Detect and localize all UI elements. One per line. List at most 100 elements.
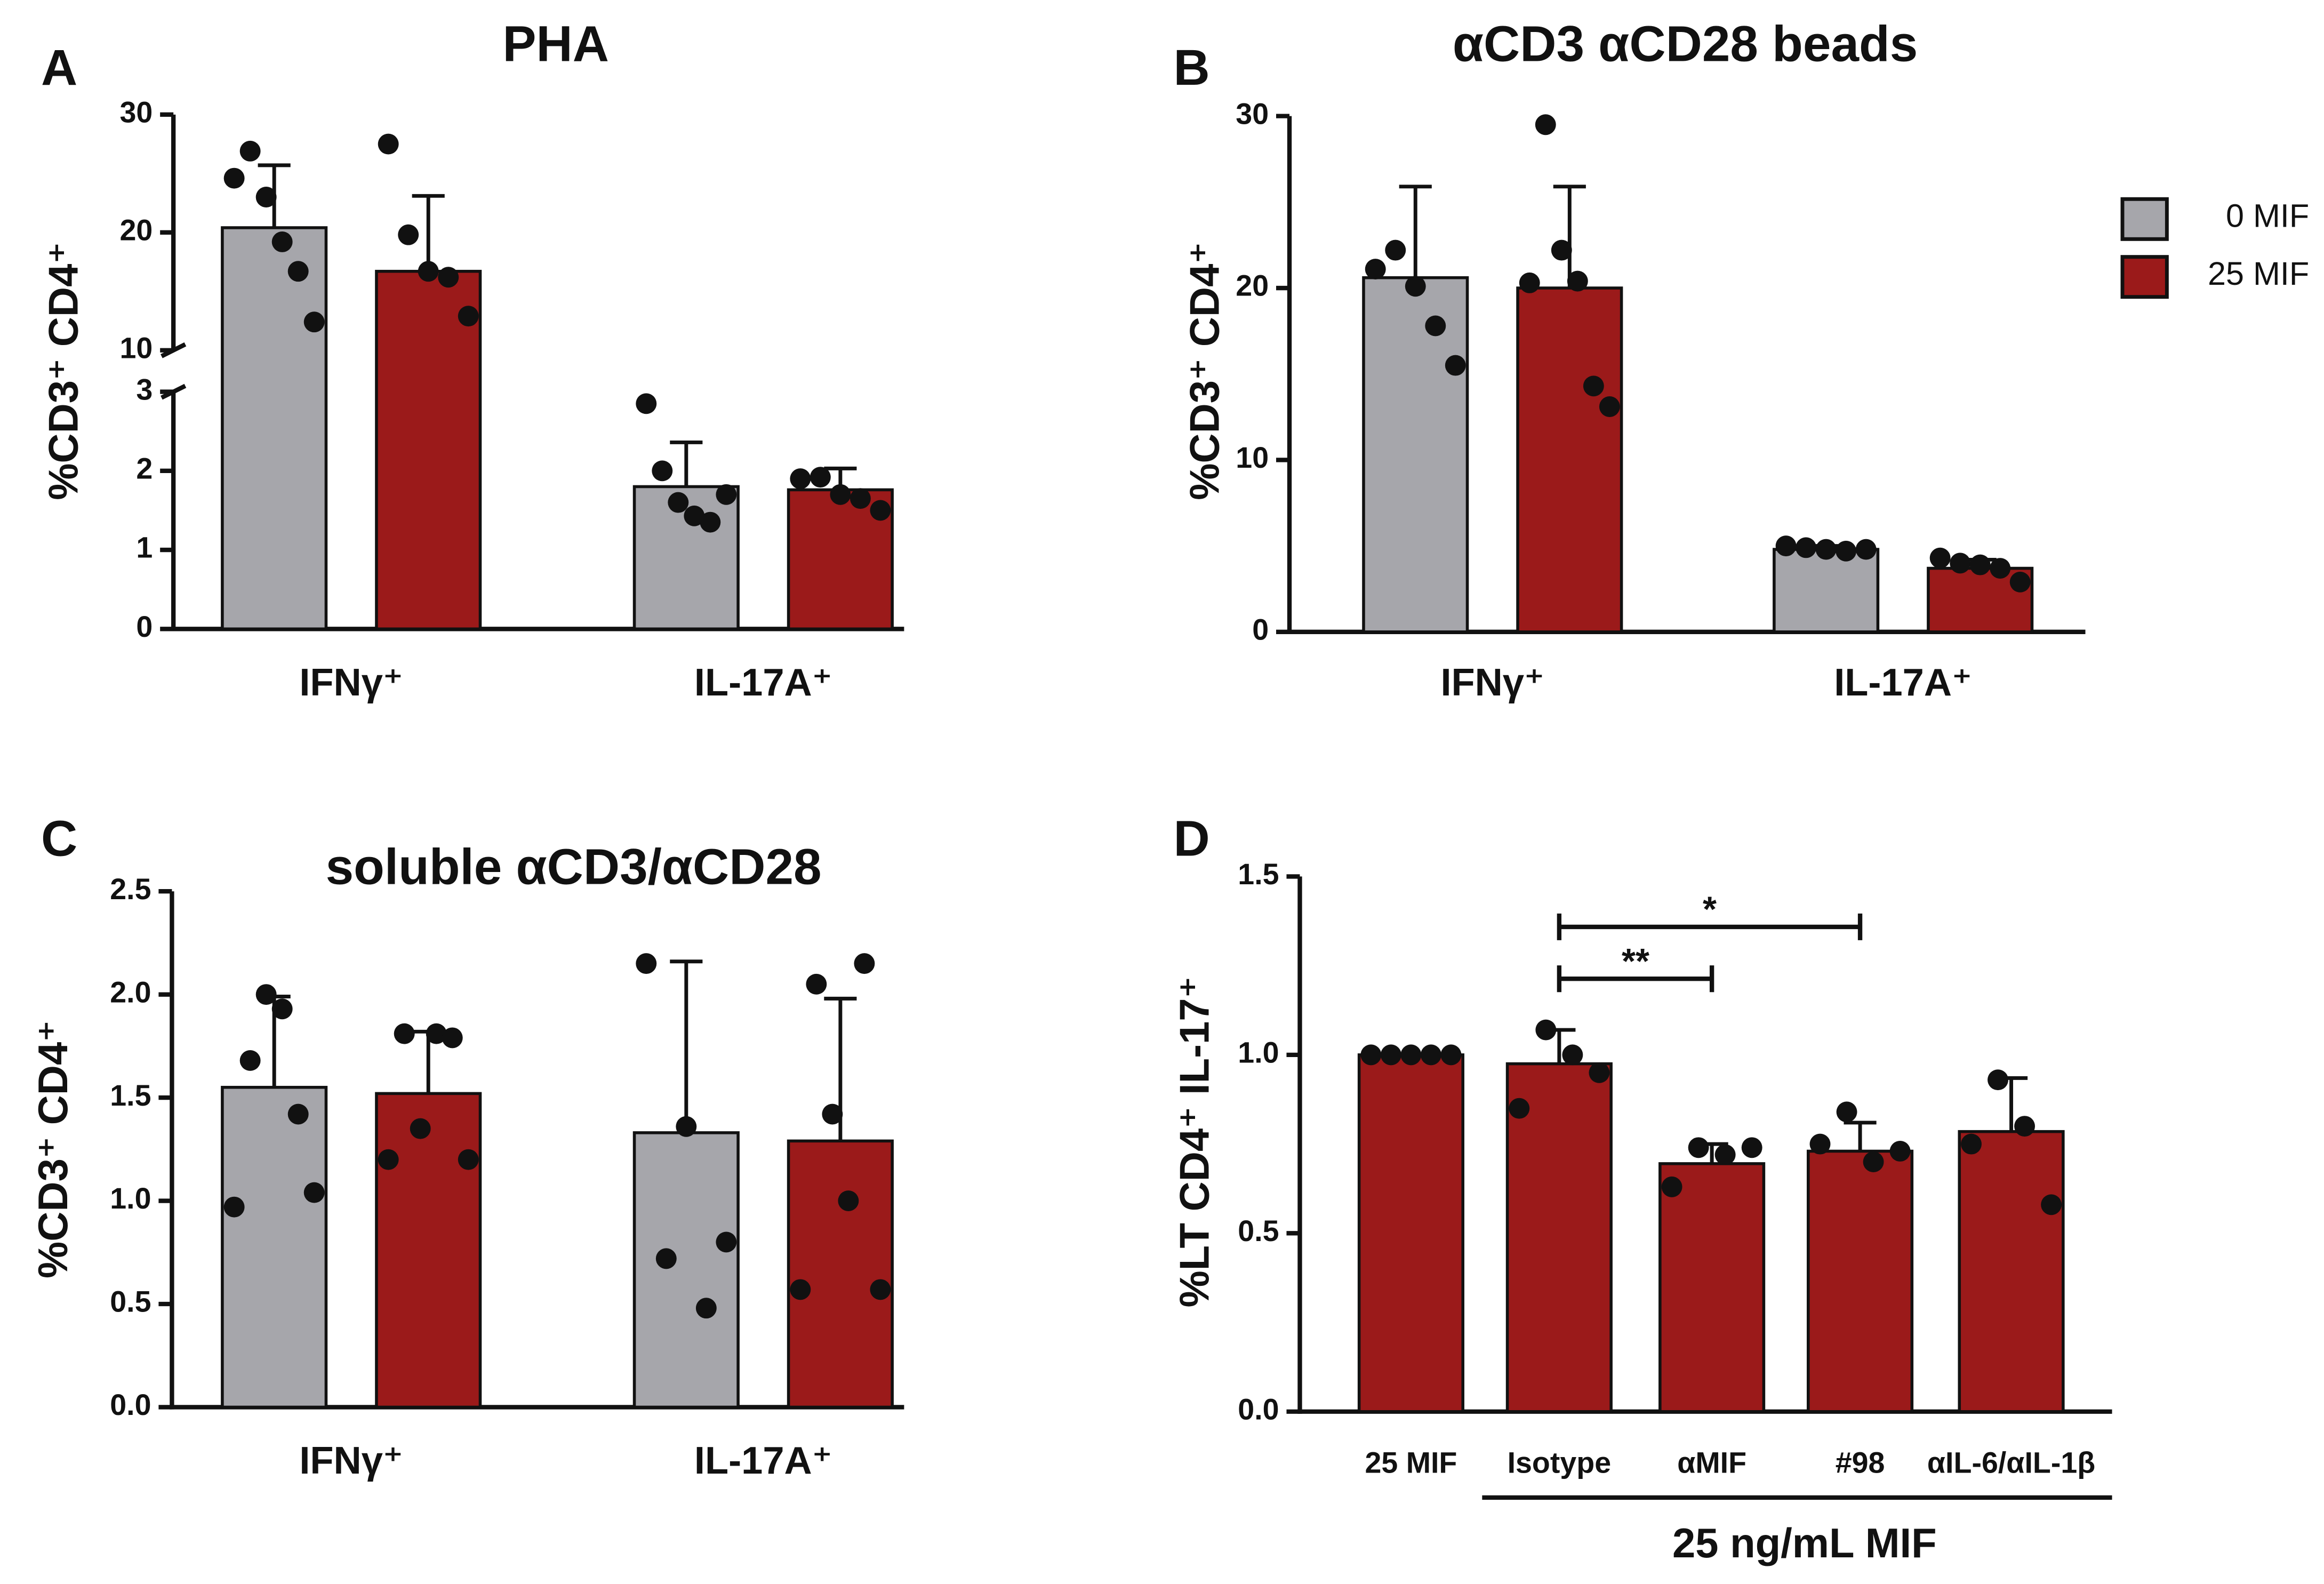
data-point: [676, 1116, 697, 1137]
chart-title: αCD3 αCD28 beads: [1453, 16, 1918, 73]
data-point: [1599, 396, 1620, 417]
data-point: [668, 492, 689, 513]
data-point: [1440, 1044, 1462, 1066]
x-tick-label: αMIF: [1677, 1446, 1746, 1479]
data-point: [1990, 558, 2011, 579]
data-point: [1988, 1069, 2009, 1091]
data-point: [1929, 547, 1951, 569]
x-tick-label: IL-17A⁺: [1834, 661, 1972, 704]
data-point: [1535, 1019, 1557, 1041]
x-tick-label: Isotype: [1508, 1446, 1612, 1479]
x-tick-label: IL-17A⁺: [694, 1439, 832, 1482]
y-tick-label: 30: [119, 96, 153, 129]
bar: [1807, 1149, 1914, 1413]
y-tick-label: 10: [119, 331, 153, 364]
x-tick-label: IFNγ⁺: [299, 1439, 403, 1482]
panel-letter: D: [1173, 810, 1209, 867]
data-point: [636, 393, 657, 414]
data-point: [830, 484, 851, 505]
data-point: [1380, 1044, 1401, 1066]
data-point: [255, 984, 277, 1005]
y-tick-label: 20: [119, 213, 153, 246]
y-axis-label: %CD3⁺ CD4⁺: [30, 1020, 76, 1278]
significance-label: *: [1703, 890, 1717, 930]
data-point: [458, 1149, 479, 1170]
group-label: 25 ng/mL MIF: [1672, 1521, 1937, 1566]
data-point: [1360, 1044, 1382, 1066]
data-point: [1855, 539, 1877, 560]
data-point: [1950, 553, 1971, 574]
data-point: [394, 1023, 415, 1044]
x-tick-label: IL-17A⁺: [694, 661, 832, 704]
data-point: [223, 1196, 245, 1218]
bar: [632, 485, 740, 631]
data-point: [1961, 1133, 1982, 1155]
chart-title: PHA: [503, 16, 610, 73]
data-point: [1562, 1044, 1583, 1066]
data-point: [239, 140, 261, 162]
data-point: [684, 505, 705, 526]
error-bar: [412, 194, 445, 271]
x-tick-label: #98: [1836, 1446, 1885, 1479]
data-point: [870, 500, 891, 521]
bar: [375, 269, 482, 631]
data-point: [1796, 537, 1817, 558]
bar: [1658, 1162, 1766, 1413]
data-point: [700, 511, 721, 533]
data-point: [398, 224, 419, 245]
y-tick-label: 0: [136, 610, 153, 643]
error-bar: [670, 959, 703, 1133]
y-tick-label: 0.0: [110, 1388, 151, 1421]
error-bar: [1844, 1121, 1877, 1151]
y-axis-label: %CD3⁺ CD4⁺: [41, 242, 87, 500]
data-point: [1385, 239, 1406, 261]
data-point: [716, 484, 737, 505]
data-point: [1863, 1151, 1884, 1172]
chart-title: soluble αCD3/αCD28: [326, 838, 822, 895]
data-point: [1836, 1101, 1857, 1123]
significance-label: **: [1622, 942, 1649, 981]
y-tick-label: 1.0: [110, 1182, 151, 1215]
data-point: [854, 953, 875, 974]
legend-label: 0 MIF: [2226, 198, 2309, 234]
y-tick-label: 2: [136, 452, 153, 485]
x-tick-label: IFNγ⁺: [1440, 661, 1544, 704]
bar: [1516, 286, 1623, 634]
data-point: [287, 261, 309, 282]
data-point: [1567, 270, 1588, 292]
data-point: [790, 1279, 811, 1300]
bar: [1362, 276, 1469, 634]
y-tick-label: 0.5: [1238, 1214, 1279, 1247]
y-tick-label: 0.0: [1238, 1393, 1279, 1426]
data-point: [1889, 1141, 1911, 1162]
data-point: [1405, 276, 1426, 297]
data-point: [438, 267, 459, 288]
y-tick-label: 2.5: [110, 873, 151, 906]
y-tick-label: 1.5: [1238, 858, 1279, 891]
x-tick-label: 25 MIF: [1365, 1446, 1457, 1479]
data-point: [806, 973, 827, 995]
data-point: [1969, 554, 1991, 575]
bar: [1505, 1062, 1613, 1413]
data-point: [271, 231, 293, 252]
data-point: [223, 167, 245, 189]
y-axis-label: %CD3⁺ CD4⁺: [1182, 242, 1228, 500]
x-tick-label: IFNγ⁺: [299, 661, 403, 704]
data-point: [418, 261, 439, 282]
error-bar: [670, 440, 703, 487]
data-point: [1509, 1098, 1530, 1119]
data-point: [695, 1298, 717, 1319]
data-point: [838, 1190, 859, 1211]
bar: [221, 1085, 328, 1409]
data-point: [287, 1103, 309, 1125]
data-point: [1400, 1044, 1422, 1066]
y-tick-label: 0.5: [110, 1285, 151, 1318]
y-tick-label: 10: [1236, 441, 1269, 474]
significance-bracket: [1557, 965, 1714, 993]
data-point: [1775, 535, 1797, 557]
data-point: [2014, 1116, 2035, 1137]
legend-label: 25 MIF: [2208, 255, 2309, 292]
data-point: [810, 467, 831, 488]
data-point: [1741, 1137, 1762, 1158]
data-point: [426, 1023, 447, 1044]
